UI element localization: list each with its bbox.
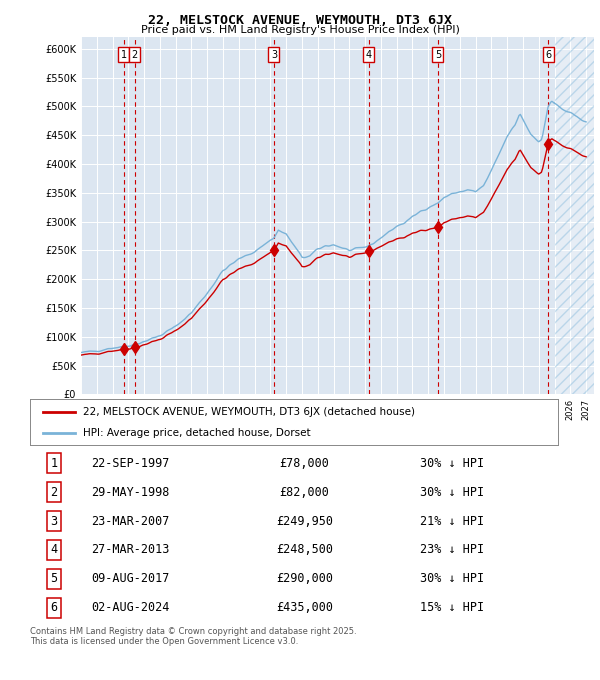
Text: 02-AUG-2024: 02-AUG-2024 [91, 601, 170, 614]
Text: 21% ↓ HPI: 21% ↓ HPI [421, 515, 484, 528]
Text: 3: 3 [50, 515, 58, 528]
Text: £78,000: £78,000 [280, 457, 329, 470]
Text: 22, MELSTOCK AVENUE, WEYMOUTH, DT3 6JX: 22, MELSTOCK AVENUE, WEYMOUTH, DT3 6JX [148, 14, 452, 27]
Text: £249,950: £249,950 [276, 515, 333, 528]
Text: 22, MELSTOCK AVENUE, WEYMOUTH, DT3 6JX (detached house): 22, MELSTOCK AVENUE, WEYMOUTH, DT3 6JX (… [83, 407, 415, 417]
Text: 5: 5 [50, 573, 58, 585]
Text: 3: 3 [271, 50, 277, 60]
Text: This data is licensed under the Open Government Licence v3.0.: This data is licensed under the Open Gov… [30, 637, 298, 646]
Text: 23-MAR-2007: 23-MAR-2007 [91, 515, 170, 528]
Text: 4: 4 [365, 50, 372, 60]
Text: 30% ↓ HPI: 30% ↓ HPI [421, 573, 484, 585]
Text: 1: 1 [50, 457, 58, 470]
Text: 1: 1 [121, 50, 127, 60]
Text: Contains HM Land Registry data © Crown copyright and database right 2025.: Contains HM Land Registry data © Crown c… [30, 627, 356, 636]
Text: £290,000: £290,000 [276, 573, 333, 585]
Text: 2: 2 [132, 50, 138, 60]
Text: 23% ↓ HPI: 23% ↓ HPI [421, 543, 484, 556]
Text: HPI: Average price, detached house, Dorset: HPI: Average price, detached house, Dors… [83, 428, 310, 438]
Text: 2: 2 [50, 486, 58, 498]
Text: 30% ↓ HPI: 30% ↓ HPI [421, 457, 484, 470]
Text: 5: 5 [435, 50, 441, 60]
Text: 29-MAY-1998: 29-MAY-1998 [91, 486, 170, 498]
Text: 27-MAR-2013: 27-MAR-2013 [91, 543, 170, 556]
Text: 09-AUG-2017: 09-AUG-2017 [91, 573, 170, 585]
Text: 4: 4 [50, 543, 58, 556]
Text: 22-SEP-1997: 22-SEP-1997 [91, 457, 170, 470]
Text: £248,500: £248,500 [276, 543, 333, 556]
Text: 6: 6 [545, 50, 551, 60]
Text: Price paid vs. HM Land Registry's House Price Index (HPI): Price paid vs. HM Land Registry's House … [140, 25, 460, 35]
Text: 6: 6 [50, 601, 58, 614]
Text: £435,000: £435,000 [276, 601, 333, 614]
Text: 15% ↓ HPI: 15% ↓ HPI [421, 601, 484, 614]
Text: 30% ↓ HPI: 30% ↓ HPI [421, 486, 484, 498]
Text: £82,000: £82,000 [280, 486, 329, 498]
